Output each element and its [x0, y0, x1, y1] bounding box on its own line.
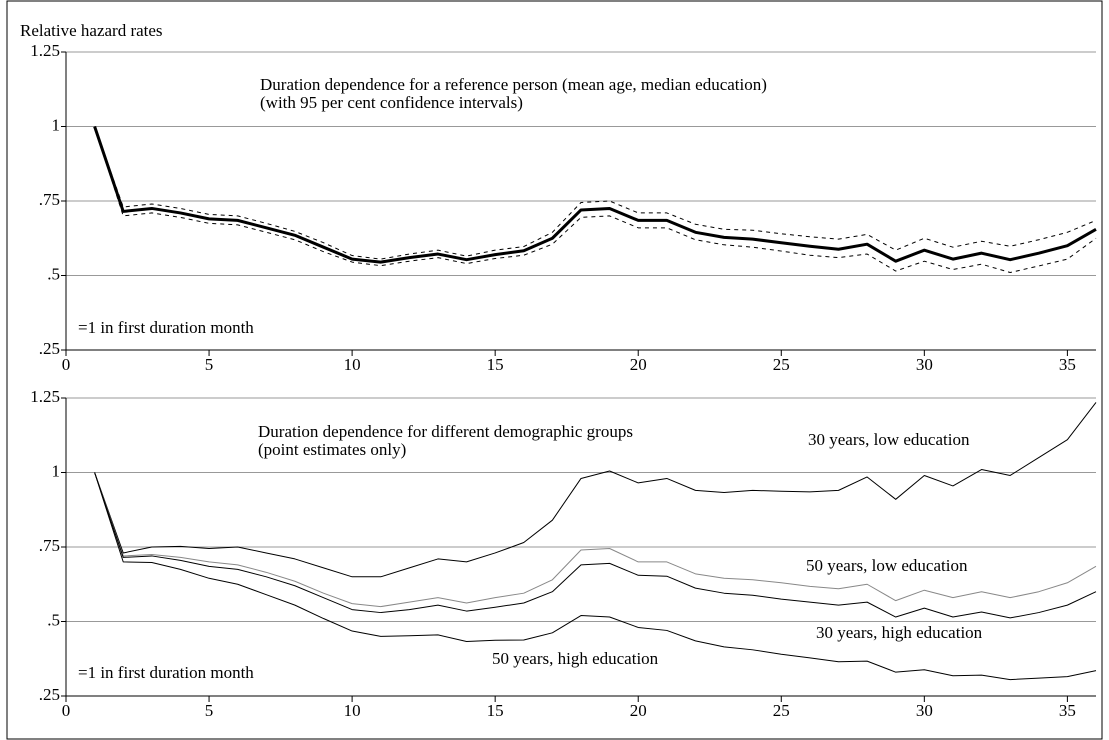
- frame: [6, 0, 1103, 740]
- x-tick-label: 35: [1059, 355, 1076, 374]
- y-tick-label: .5: [47, 264, 60, 283]
- y-axis-label: Relative hazard rates: [20, 21, 163, 40]
- y-tick-label: 1.25: [30, 387, 60, 406]
- x-tick-label: 10: [344, 355, 361, 374]
- series-line: [94, 472, 1097, 619]
- annotation: (with 95 per cent confidence intervals): [260, 93, 523, 112]
- series-label: 30 years, low education: [808, 430, 970, 449]
- y-tick-label: 1: [52, 461, 61, 480]
- series-line: [93, 126, 1097, 264]
- series-line: [94, 126, 1097, 260]
- y-tick-label: .25: [39, 685, 60, 704]
- x-tick-label: 20: [630, 701, 647, 720]
- annotation: =1 in first duration month: [78, 663, 254, 682]
- y-tick-label: .75: [39, 190, 60, 209]
- x-tick-label: 30: [916, 701, 933, 720]
- x-tick-label: 30: [916, 355, 933, 374]
- series-label: 30 years, high education: [816, 623, 983, 642]
- x-tick-label: 25: [773, 701, 790, 720]
- x-tick-label: 15: [487, 355, 504, 374]
- series-label: 50 years, high education: [492, 649, 659, 668]
- x-tick-label: 15: [487, 701, 504, 720]
- annotation: Duration dependence for a reference pers…: [260, 75, 767, 94]
- x-tick-label: 10: [344, 701, 361, 720]
- y-tick-label: 1: [52, 115, 61, 134]
- annotation: =1 in first duration month: [78, 318, 254, 337]
- series-label: 50 years, low education: [806, 556, 968, 575]
- x-tick-label: 0: [62, 355, 71, 374]
- series-line: [94, 472, 1097, 608]
- y-tick-label: .5: [47, 610, 60, 629]
- y-tick-label: .25: [39, 339, 60, 358]
- series-line: [94, 402, 1097, 578]
- annotation: (point estimates only): [258, 440, 406, 459]
- series-line: [94, 472, 1097, 681]
- series-line: [94, 126, 1097, 274]
- x-tick-label: 5: [205, 355, 214, 374]
- x-tick-label: 35: [1059, 701, 1076, 720]
- annotation: Duration dependence for different demogr…: [258, 422, 633, 441]
- x-tick-label: 0: [62, 701, 71, 720]
- y-tick-label: .75: [39, 536, 60, 555]
- x-tick-label: 20: [630, 355, 647, 374]
- x-tick-label: 5: [205, 701, 214, 720]
- y-tick-label: 1.25: [30, 41, 60, 60]
- x-tick-label: 25: [773, 355, 790, 374]
